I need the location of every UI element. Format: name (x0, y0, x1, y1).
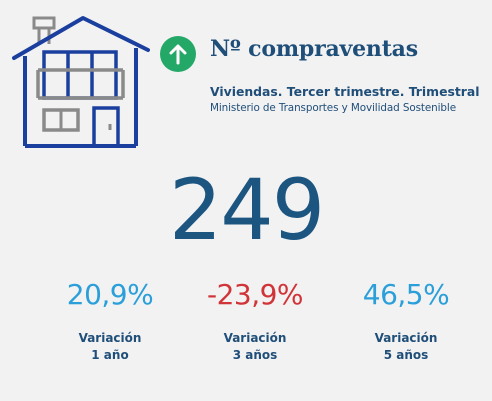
variation-5-years-value: 46,5% (362, 278, 450, 311)
source-text: Ministerio de Transportes y Movilidad So… (210, 102, 457, 114)
trend-badge (160, 36, 196, 72)
variation-3-years-value: -23,9% (206, 278, 304, 311)
page-title: Nº compraventas (210, 36, 418, 62)
variation-3-years-label: Variación 3 años (185, 330, 325, 364)
variation-label-line1: Variación (78, 331, 142, 345)
house-icon (12, 16, 150, 148)
variation-label-line1: Variación (223, 331, 287, 345)
variation-1-year-value: 20,9% (66, 278, 154, 311)
arrow-up-icon (169, 44, 187, 65)
variation-label-line2: 5 años (383, 348, 429, 362)
variation-label-line2: 1 año (91, 348, 129, 362)
variation-1-year-label: Variación 1 año (40, 330, 180, 364)
variation-5-years-label: Variación 5 años (336, 330, 476, 364)
main-value: 249 (168, 161, 325, 259)
variation-label-line1: Variación (374, 331, 438, 345)
variation-label-line2: 3 años (232, 348, 278, 362)
subtitle: Viviendas. Tercer trimestre. Trimestral (210, 84, 480, 99)
